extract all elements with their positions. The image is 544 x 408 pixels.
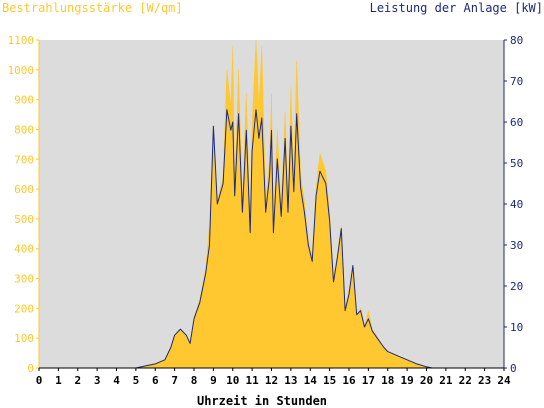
x-tick-label: 18 [381, 374, 394, 387]
right-tick-label: 70 [510, 75, 523, 88]
x-tick-label: 5 [133, 374, 140, 387]
x-tick-label: 12 [265, 374, 278, 387]
right-tick-label: 50 [510, 157, 523, 170]
left-tick-label: 400 [14, 243, 34, 256]
x-tick-label: 11 [246, 374, 260, 387]
left-tick-label: 100 [14, 332, 34, 345]
x-tick-label: 0 [36, 374, 43, 387]
left-tick-label: 300 [14, 273, 34, 286]
left-tick-label: 500 [14, 213, 34, 226]
x-tick-label: 1 [55, 374, 62, 387]
series-line-power [39, 109, 504, 369]
x-tick-label: 21 [439, 374, 453, 387]
right-tick-label: 80 [510, 34, 523, 47]
x-tick-label: 24 [497, 374, 511, 387]
x-tick-label: 7 [171, 374, 178, 387]
left-tick-label: 1100 [8, 34, 35, 47]
x-tick-label: 16 [342, 374, 356, 387]
right-tick-label: 10 [510, 321, 523, 334]
chart-title-left: Bestrahlungsstärke [W/qm] [2, 1, 183, 15]
right-tick-label: 0 [510, 362, 517, 375]
left-tick-label: 0 [27, 362, 34, 375]
x-tick-label: 14 [304, 374, 318, 387]
x-tick-label: 23 [478, 374, 491, 387]
x-tick-label: 4 [113, 374, 120, 387]
right-axis-ticks: 0 10 20 30 40 50 60 70 80 [504, 34, 523, 375]
x-tick-label: 3 [94, 374, 101, 387]
x-tick-label: 9 [210, 374, 217, 387]
x-tick-label: 8 [191, 374, 198, 387]
x-tick-label: 20 [420, 374, 433, 387]
left-tick-label: 700 [14, 153, 34, 166]
x-tick-label: 2 [74, 374, 81, 387]
left-tick-label: 900 [14, 94, 34, 107]
series-layer [39, 39, 504, 369]
x-tick-label: 22 [459, 374, 472, 387]
x-tick-label: 13 [284, 374, 297, 387]
right-tick-label: 40 [510, 198, 523, 211]
left-tick-label: 1000 [8, 64, 35, 77]
right-tick-label: 30 [510, 239, 523, 252]
left-tick-label: 200 [14, 302, 34, 315]
right-tick-label: 60 [510, 116, 523, 129]
x-tick-label: 15 [323, 374, 336, 387]
x-tick-label: 19 [401, 374, 414, 387]
right-tick-label: 20 [510, 280, 523, 293]
left-axis-ticks: 0 100 200 300 400 500 600 700 800 900 1000 1100 [8, 34, 39, 375]
x-tick-label: 10 [226, 374, 239, 387]
x-axis-label: Uhrzeit in Stunden [197, 394, 327, 408]
x-axis-ticks: 0 1 2 3 4 5 6 7 8 9 10 11 12 13 14 15 16 17 18 19 20 21 22 23 24 [36, 368, 511, 387]
x-tick-label: 6 [152, 374, 159, 387]
x-tick-label: 17 [362, 374, 375, 387]
left-tick-label: 800 [14, 123, 34, 136]
chart-title-right: Leistung der Anlage [kW] [370, 1, 543, 15]
left-tick-label: 600 [14, 183, 34, 196]
